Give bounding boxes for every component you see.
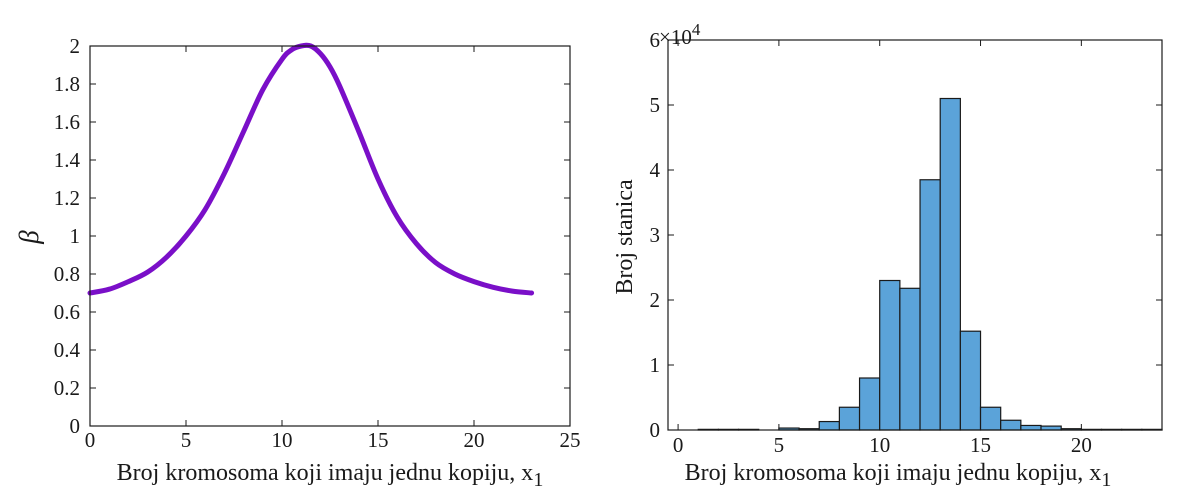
histogram-bar	[899, 287, 921, 431]
left-xtick-label: 20	[464, 428, 485, 452]
left-ytick-label: 0.2	[54, 376, 80, 400]
histogram-bar	[818, 420, 840, 431]
histogram-bar	[838, 406, 861, 431]
beta-curve	[87, 42, 535, 296]
left-y-axis-label: β	[14, 230, 44, 245]
right-x-axis-label-text: Broj kromosoma koji imaju jednu kopiju, …	[685, 460, 1102, 486]
histogram-bar	[959, 330, 982, 431]
right-ytick-labels: 0 1 2 3 4 5 6	[650, 28, 661, 442]
right-ytick-label: 6	[650, 28, 661, 52]
left-ytick-labels: 0 0.2 0.4 0.6 0.8 1 1.2 1.4 1.6 1.8 2	[54, 34, 81, 438]
left-ytick-label: 1.4	[54, 148, 81, 172]
left-x-axis-label-sub: 1	[533, 469, 543, 491]
left-xtick-labels: 0 5 10 15 20 25	[85, 428, 581, 452]
left-ytick-label: 0.4	[54, 338, 81, 362]
histogram-bar	[1000, 419, 1022, 431]
left-x-axis-label-text: Broj kromosoma koji imaju jednu kopiju, …	[117, 460, 534, 486]
right-ytick-label: 0	[650, 418, 661, 442]
left-xtick-label: 15	[368, 428, 389, 452]
histogram-bar	[979, 406, 1002, 431]
left-xtick-label: 5	[181, 428, 192, 452]
right-y-axis-label: Broj stanica	[612, 179, 638, 295]
right-plot-frame	[667, 39, 1163, 431]
histogram-bar	[919, 179, 941, 431]
right-xtick-label: 15	[970, 433, 991, 457]
left-ytick-label: 1	[70, 224, 81, 248]
histogram-bar	[1020, 424, 1042, 431]
histogram-bars	[697, 97, 1163, 431]
right-ytick-label: 1	[650, 353, 661, 377]
right-x-axis-label-sub: 1	[1101, 469, 1111, 491]
y-multiplier-exp: 4	[692, 20, 701, 39]
left-ytick-label: 0	[70, 414, 81, 438]
left-ytick-label: 1.2	[54, 186, 80, 210]
right-xtick-label: 20	[1071, 433, 1092, 457]
left-ytick-label: 0.6	[54, 300, 80, 324]
histogram-bar	[879, 279, 901, 431]
left-xtick-label: 0	[85, 428, 96, 452]
right-ytick-label: 4	[650, 158, 661, 182]
left-xtick-label: 10	[272, 428, 293, 452]
histogram-bar	[858, 377, 881, 431]
left-ytick-label: 1.8	[54, 72, 80, 96]
right-ytick-label: 3	[650, 223, 661, 247]
right-x-axis-label: Broj kromosoma koji imaju jednu kopiju, …	[685, 460, 1112, 491]
y-multiplier-base: ×10	[659, 25, 692, 49]
right-ytick-label: 2	[650, 288, 661, 312]
left-chart: 0 0.2 0.4 0.6 0.8 1 1.2 1.4 1.6 1.8 2 0 5 10 15 20 25 β…	[14, 34, 581, 491]
left-ytick-label: 1.6	[54, 110, 80, 134]
left-ticks	[89, 45, 571, 427]
histogram-bar	[939, 97, 961, 431]
right-xtick-label: 5	[774, 433, 785, 457]
left-plot-frame	[89, 45, 571, 427]
right-xtick-labels: 0 5 10 15 20	[673, 433, 1092, 457]
left-xtick-label: 25	[560, 428, 581, 452]
right-ytick-label: 5	[650, 93, 661, 117]
left-x-axis-label: Broj kromosoma koji imaju jednu kopiju, …	[117, 460, 544, 491]
right-xtick-label: 0	[673, 433, 684, 457]
left-ytick-label: 0.8	[54, 262, 80, 286]
y-multiplier: ×104	[659, 20, 701, 49]
right-xtick-label: 10	[869, 433, 890, 457]
left-ytick-label: 2	[70, 34, 81, 58]
